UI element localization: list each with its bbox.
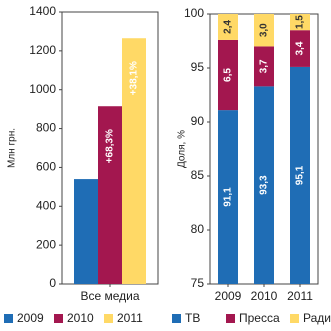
y-tick-label: 0 [49,276,56,290]
value-label: 93,3 [259,175,270,195]
value-label: 6,5 [223,68,234,82]
bar-segment [218,39,238,111]
y-axis-title: Млн грн. [7,128,18,168]
x-tick-label: 2010 [251,289,278,303]
y-tick-label: 75 [191,276,205,290]
growth-label: +38,1% [129,61,140,95]
bar [74,179,98,284]
legend-label: Радио [303,311,331,325]
x-tick-label: 2009 [215,289,242,303]
bar-segment [254,14,274,47]
bar-segment [218,14,238,40]
y-tick-label: 800 [36,121,56,135]
value-label: 3,0 [259,23,270,37]
legend-label: 2011 [117,311,143,325]
legend-swatch [54,314,63,323]
y-tick-label: 100 [184,6,204,20]
bar-segment [218,110,238,285]
legend-swatch [172,314,181,323]
y-tick-label: 600 [36,160,56,174]
legend-swatch [4,314,13,323]
y-tick-label: 80 [191,222,205,236]
value-label: 1,5 [295,15,306,29]
value-label: 3,7 [259,59,270,73]
y-tick-label: 1200 [29,43,56,57]
value-label: 91,1 [223,187,234,207]
bar-segment [290,66,310,284]
x-tick-label: 2011 [287,289,313,303]
legend-swatch [226,314,235,323]
bar-segment [254,86,274,284]
growth-label: +68,3% [105,129,116,163]
y-axis-title: Доля, % [177,130,188,168]
value-label: 3,4 [295,41,306,55]
bar-segment [290,30,310,67]
legend-label: Пресса [239,311,280,325]
bar [98,106,122,284]
legend-label: 2009 [17,311,44,325]
value-label: 95,1 [295,165,306,185]
bar-segment [290,14,310,31]
x-tick-label: Все медиа [80,289,139,303]
legend-label: ТВ [185,311,200,325]
y-tick-label: 400 [36,198,56,212]
y-tick-label: 85 [191,168,205,182]
y-tick-label: 1000 [29,82,56,96]
legend-swatch [290,314,299,323]
bar [122,38,146,284]
bar-segment [254,46,274,87]
y-tick-label: 95 [191,60,205,74]
y-tick-label: 1400 [29,4,56,18]
legend-label: 2010 [67,311,94,325]
value-label: 2,4 [223,20,234,34]
legend-swatch [104,314,113,323]
y-tick-label: 90 [191,114,205,128]
y-tick-label: 200 [36,237,56,251]
